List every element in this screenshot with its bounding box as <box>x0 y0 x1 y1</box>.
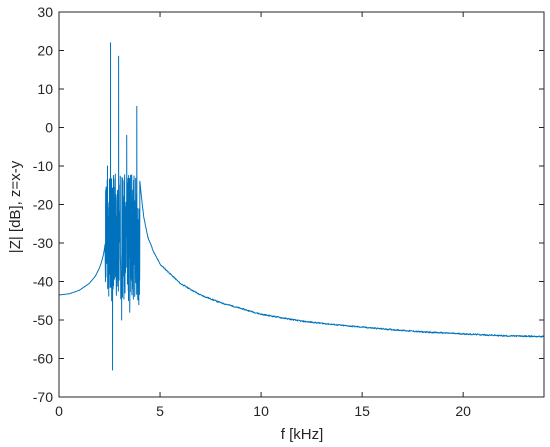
y-tick-label: 0 <box>45 120 53 136</box>
y-tick-label: 30 <box>37 4 53 20</box>
y-tick-label: -10 <box>33 158 53 174</box>
y-tick-label: -40 <box>33 274 53 290</box>
y-tick-label: -70 <box>33 389 53 405</box>
y-tick-label: -30 <box>33 235 53 251</box>
y-tick-label: 20 <box>37 43 53 59</box>
series-line <box>58 42 545 371</box>
y-axis-label: |Z| [dB], z=x-y <box>7 160 24 253</box>
x-tick-label: 15 <box>354 403 370 419</box>
y-tick-label: -60 <box>33 351 53 367</box>
y-tick-label: -50 <box>33 312 53 328</box>
x-tick-label: 0 <box>55 403 63 419</box>
x-tick-label: 5 <box>156 403 164 419</box>
x-tick-label: 20 <box>455 403 471 419</box>
plot-area <box>58 42 545 371</box>
axes: 0 5 10 15 20 -70 -60 -50 -40 -30 -20 -10 0 10 20 30 <box>33 4 545 419</box>
x-axis-label: f [kHz] <box>281 426 324 443</box>
y-tick-label: 10 <box>37 81 53 97</box>
y-tick-label: -20 <box>33 197 53 213</box>
x-tick-label: 10 <box>253 403 269 419</box>
